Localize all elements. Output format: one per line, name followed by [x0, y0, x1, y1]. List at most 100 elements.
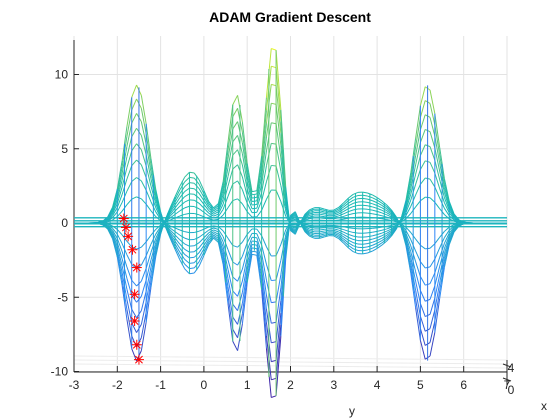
mesh-line [372, 234, 378, 237]
mesh-line [415, 169, 421, 185]
mesh-line [372, 230, 378, 233]
mesh-line [343, 200, 349, 206]
mesh-line [217, 189, 224, 208]
mesh-line [333, 213, 339, 217]
mesh-line [184, 193, 190, 198]
mesh-line [271, 279, 277, 282]
mesh-line [189, 182, 195, 184]
y-tick-label: 4 [374, 378, 381, 392]
mesh-line [116, 187, 123, 204]
mesh-line [304, 228, 311, 233]
mesh-line [169, 229, 176, 236]
mesh-line [261, 123, 267, 170]
mesh-line [213, 234, 219, 239]
mesh-line [203, 211, 210, 217]
mesh-line [386, 226, 392, 230]
mesh-line [420, 244, 426, 250]
mesh-line [333, 208, 339, 212]
mesh-line [343, 229, 349, 232]
grid-line-depth [73, 359, 508, 365]
mesh-line [232, 290, 238, 297]
mesh-line [405, 235, 412, 252]
descent-point-stroke [130, 317, 139, 325]
mesh-line [232, 121, 238, 130]
descent-point [120, 222, 131, 233]
mesh-line [169, 235, 176, 245]
mesh-line [275, 85, 282, 134]
x-axis-tick [502, 363, 512, 368]
mesh-line [343, 238, 349, 244]
mesh-line [112, 188, 118, 208]
mesh-line [189, 187, 195, 190]
mesh-line [415, 200, 421, 208]
mesh-line [347, 244, 354, 250]
mesh-line [184, 182, 190, 188]
mesh-line [372, 242, 378, 246]
mesh-line [443, 237, 450, 254]
mesh-line [241, 270, 248, 304]
mesh-line [232, 341, 239, 351]
descent-point-stroke [119, 214, 128, 223]
mesh-line [112, 195, 118, 211]
mesh-line [319, 215, 325, 218]
mesh-line [241, 176, 248, 196]
mesh-line [232, 198, 238, 202]
mesh-line [444, 208, 450, 217]
mesh-line [131, 159, 137, 166]
mesh-line [333, 207, 339, 211]
mesh-line [415, 271, 421, 291]
mesh-line [246, 188, 253, 206]
y-tick-label: 3 [330, 378, 337, 392]
mesh-line [343, 214, 349, 217]
mesh-line [271, 377, 277, 381]
mesh-line [198, 183, 205, 194]
mesh-line [246, 240, 253, 258]
mesh-line [189, 267, 195, 270]
mesh-line [126, 150, 133, 168]
mesh-line [429, 258, 436, 268]
mesh-line [271, 301, 277, 304]
mesh-line [184, 171, 190, 178]
mesh-line [434, 147, 441, 172]
mesh-line [241, 153, 248, 183]
mesh-line [372, 227, 378, 229]
mesh-line [112, 207, 118, 217]
mesh-line [232, 261, 238, 266]
mesh-line [391, 209, 397, 218]
mesh-line [333, 228, 339, 231]
mesh-line [174, 231, 181, 236]
y-tick-label: 2 [287, 378, 294, 392]
mesh-line [126, 254, 133, 265]
mesh-line [443, 192, 450, 209]
mesh-line [155, 234, 162, 257]
mesh-line [217, 181, 224, 204]
mesh-line [227, 295, 234, 330]
y-tick-label: 0 [201, 378, 208, 392]
mesh-line [420, 177, 426, 185]
mesh-line [145, 203, 152, 212]
descent-point [131, 262, 142, 273]
mesh-line [429, 89, 436, 114]
mesh-line [131, 128, 137, 137]
mesh-line [319, 228, 325, 231]
mesh-line [217, 203, 224, 215]
mesh-line [145, 267, 152, 292]
mesh-line [319, 233, 325, 236]
mesh-line [275, 190, 282, 202]
mesh-line [217, 229, 224, 237]
mesh-line [184, 263, 190, 270]
mesh-line [372, 194, 378, 198]
mesh-line [415, 155, 421, 175]
mesh-line [241, 189, 248, 204]
mesh-line [112, 231, 118, 243]
mesh-line [203, 190, 210, 202]
mesh-line [246, 228, 253, 235]
mesh-line [419, 340, 426, 360]
z-tick-label: -5 [57, 290, 68, 304]
mesh-line [217, 209, 224, 217]
mesh-line [116, 246, 123, 266]
descent-point-stroke [122, 223, 130, 232]
mesh-line [256, 200, 263, 213]
mesh-line [203, 207, 210, 214]
mesh-line [140, 301, 147, 325]
